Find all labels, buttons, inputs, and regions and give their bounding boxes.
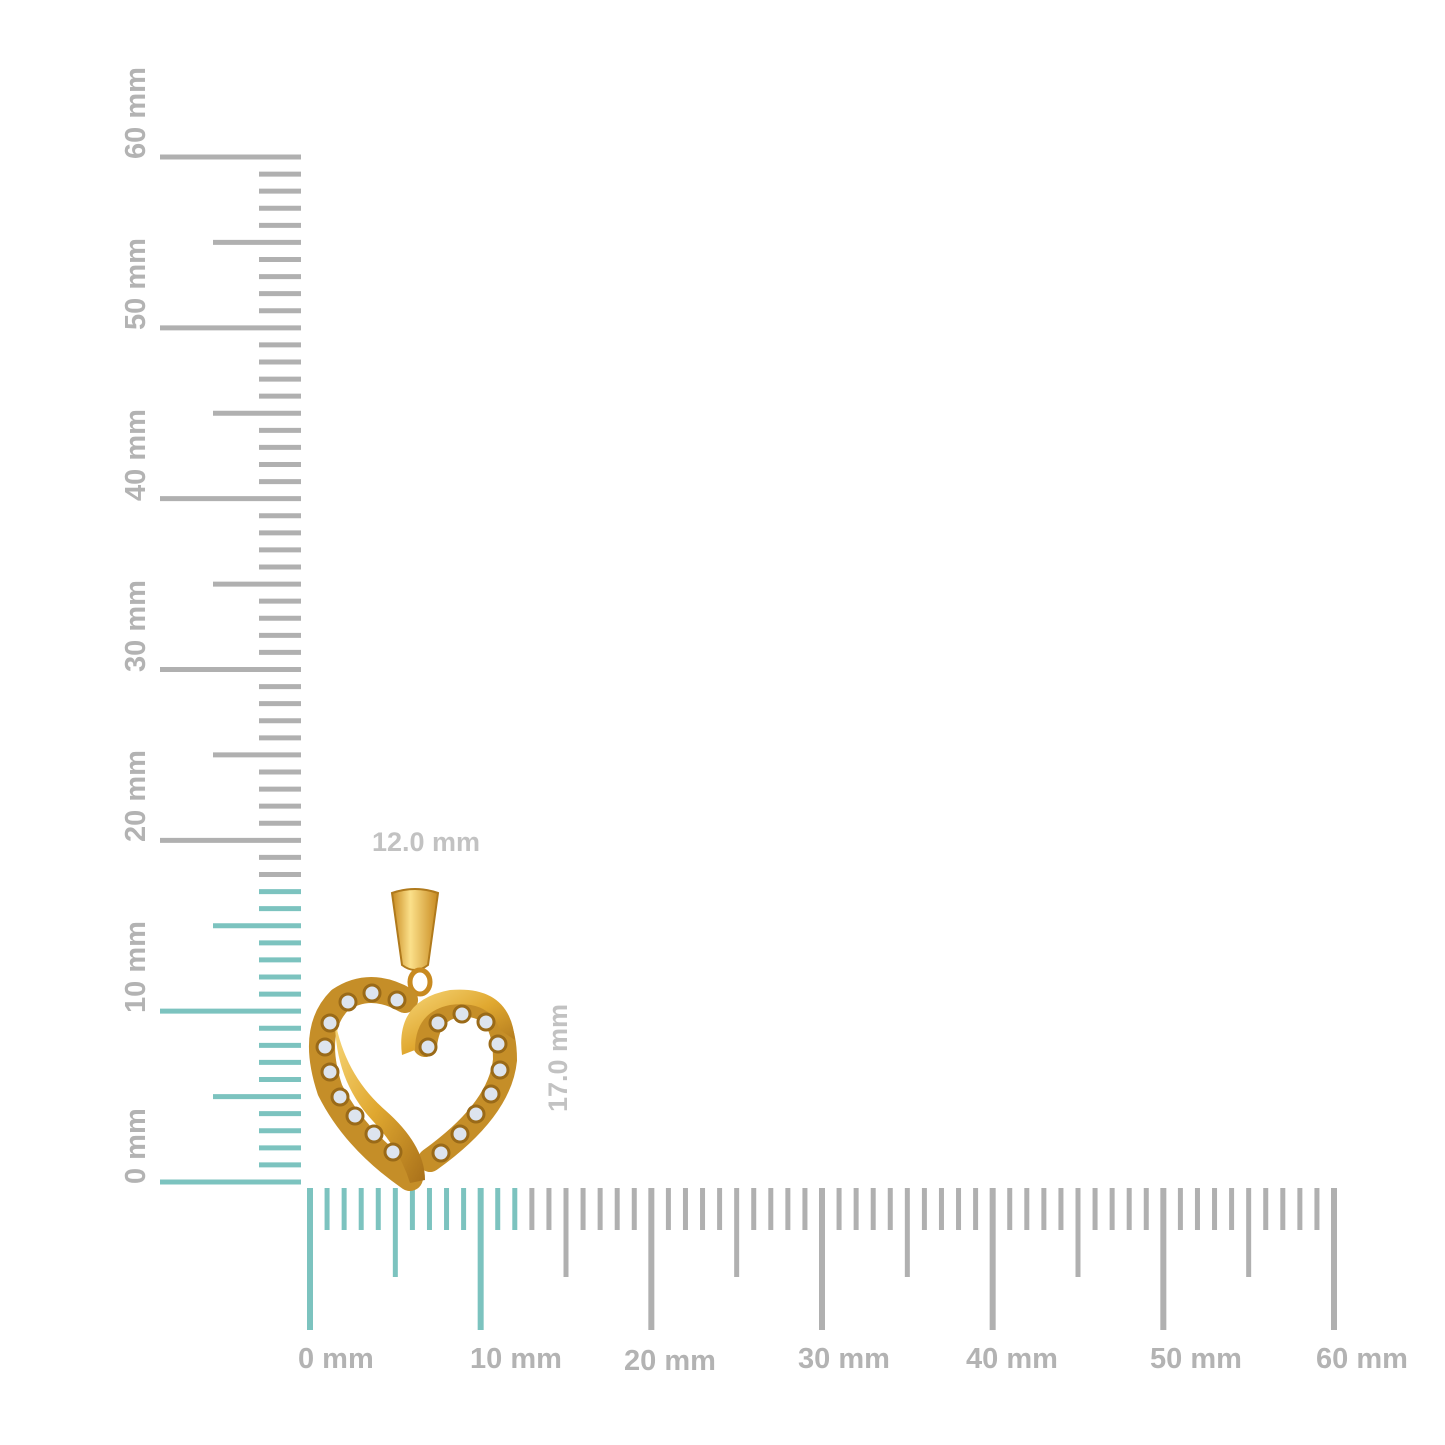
vertical-ruler-label: 40 mm: [120, 408, 152, 501]
vertical-ruler-label: 30 mm: [120, 579, 152, 672]
jump-ring: [407, 967, 433, 997]
diamond-stone: [490, 1060, 510, 1080]
diamond-stone: [488, 1034, 508, 1054]
diamond-stone: [383, 1142, 403, 1162]
horizontal-ruler-label: 30 mm: [798, 1343, 890, 1375]
diamond-stone: [320, 1013, 340, 1033]
horizontal-ruler-label: 10 mm: [470, 1343, 562, 1375]
diamond-stones: [315, 983, 510, 1163]
diamond-stone: [431, 1143, 451, 1163]
diamond-stone: [345, 1106, 365, 1126]
bail: [390, 888, 440, 971]
horizontal-ruler-label: 60 mm: [1316, 1343, 1408, 1375]
horizontal-ruler-label: 40 mm: [966, 1343, 1058, 1375]
diamond-stone: [450, 1124, 470, 1144]
horizontal-ruler-label: 50 mm: [1150, 1343, 1242, 1375]
diamond-stone: [428, 1013, 448, 1033]
vertical-ruler-label: 60 mm: [120, 67, 152, 159]
diamond-stone: [466, 1104, 486, 1124]
heart-bottom-swoosh: [335, 1020, 425, 1183]
horizontal-ruler-label: 0 mm: [298, 1343, 374, 1375]
diamond-stone: [387, 990, 407, 1010]
diamond-stone: [481, 1084, 501, 1104]
diamond-stone: [362, 983, 382, 1003]
horizontal-ruler-label: 20 mm: [624, 1345, 716, 1377]
vertical-ruler-label: 10 mm: [120, 921, 152, 1014]
heart-top-swoosh: [401, 989, 515, 1055]
height-dimension-label: 17.0 mm: [543, 1003, 573, 1112]
vertical-ruler-label: 20 mm: [120, 750, 152, 843]
vertical-ruler-label: 50 mm: [120, 237, 152, 330]
diamond-stone: [320, 1062, 340, 1082]
vertical-ruler-label: 0 mm: [120, 1108, 152, 1184]
diamond-stone: [338, 992, 358, 1012]
width-dimension-label: 12.0 mm: [372, 827, 481, 857]
diamond-stone: [364, 1124, 384, 1144]
diamond-stone: [476, 1012, 496, 1032]
diamond-stone: [330, 1087, 350, 1107]
diamond-stone: [315, 1037, 335, 1057]
diamond-stone: [418, 1037, 438, 1057]
diamond-stone: [452, 1004, 472, 1024]
